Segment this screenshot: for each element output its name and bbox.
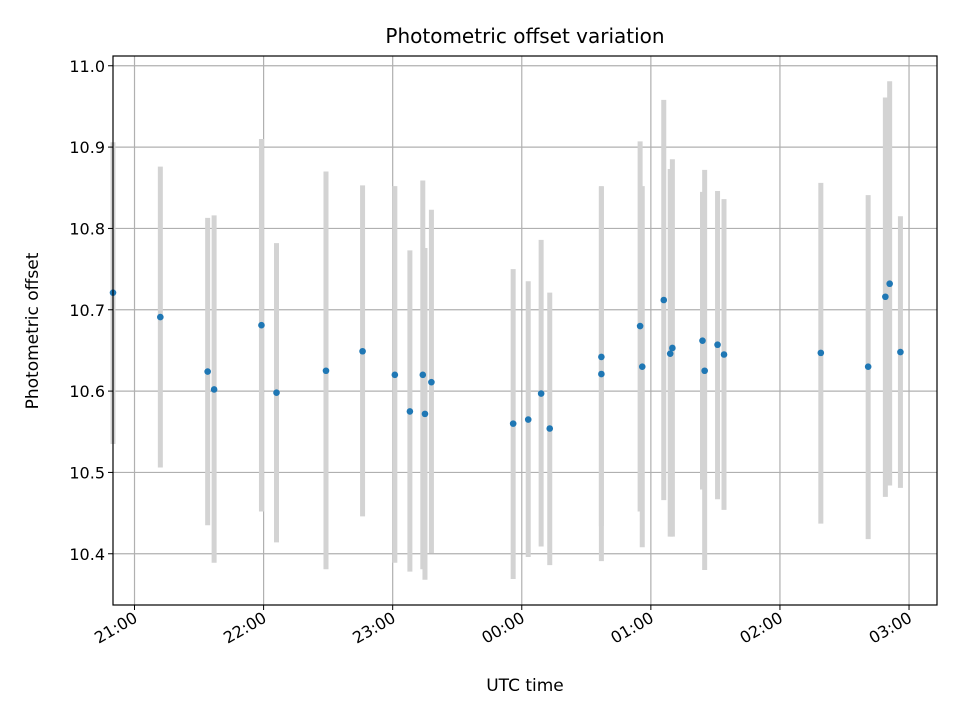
y-tick-label: 10.7 [69, 301, 105, 320]
data-point [714, 341, 721, 349]
data-point [886, 280, 893, 288]
y-tick-label: 11.0 [69, 57, 105, 76]
data-point [638, 363, 646, 370]
data-point [421, 410, 429, 418]
x-axis-label: UTC time [486, 676, 564, 696]
data-point [204, 368, 211, 375]
y-tick-label: 10.9 [69, 138, 105, 157]
data-point [598, 353, 605, 361]
y-tick-label: 10.6 [69, 382, 105, 401]
data-point [669, 344, 676, 352]
plot-frame [112, 55, 938, 606]
data-point [636, 322, 644, 330]
plot-area [113, 56, 937, 605]
data-points [109, 280, 904, 432]
data-point [273, 389, 280, 397]
data-point [699, 337, 706, 344]
y-axis-label: Photometric offset [23, 252, 43, 409]
data-point [817, 349, 825, 357]
data-point [701, 367, 708, 375]
data-point [882, 293, 889, 301]
data-point [406, 408, 414, 415]
data-point [666, 350, 674, 357]
data-point [864, 363, 872, 370]
data-point [428, 378, 435, 386]
data-point [546, 425, 554, 432]
data-point [598, 370, 605, 378]
data-point [509, 420, 517, 427]
data-point [258, 321, 265, 329]
y-tick-label: 10.4 [69, 545, 105, 564]
data-point [391, 371, 399, 379]
data-point [419, 371, 427, 379]
data-point [897, 348, 904, 356]
data-point [720, 351, 728, 358]
data-point [322, 367, 330, 375]
data-point [157, 313, 164, 321]
y-tick-label: 10.8 [69, 219, 105, 238]
chart-title: Photometric offset variation [385, 24, 664, 48]
data-point [359, 347, 366, 355]
y-axis-ticks: 10.4 10.5 10.6 10.7 10.8 10.9 11.0 [69, 57, 113, 564]
data-point [524, 416, 532, 423]
data-point [210, 386, 218, 393]
data-point [537, 390, 545, 397]
y-tick-label: 10.5 [69, 463, 105, 482]
data-point [660, 296, 668, 304]
